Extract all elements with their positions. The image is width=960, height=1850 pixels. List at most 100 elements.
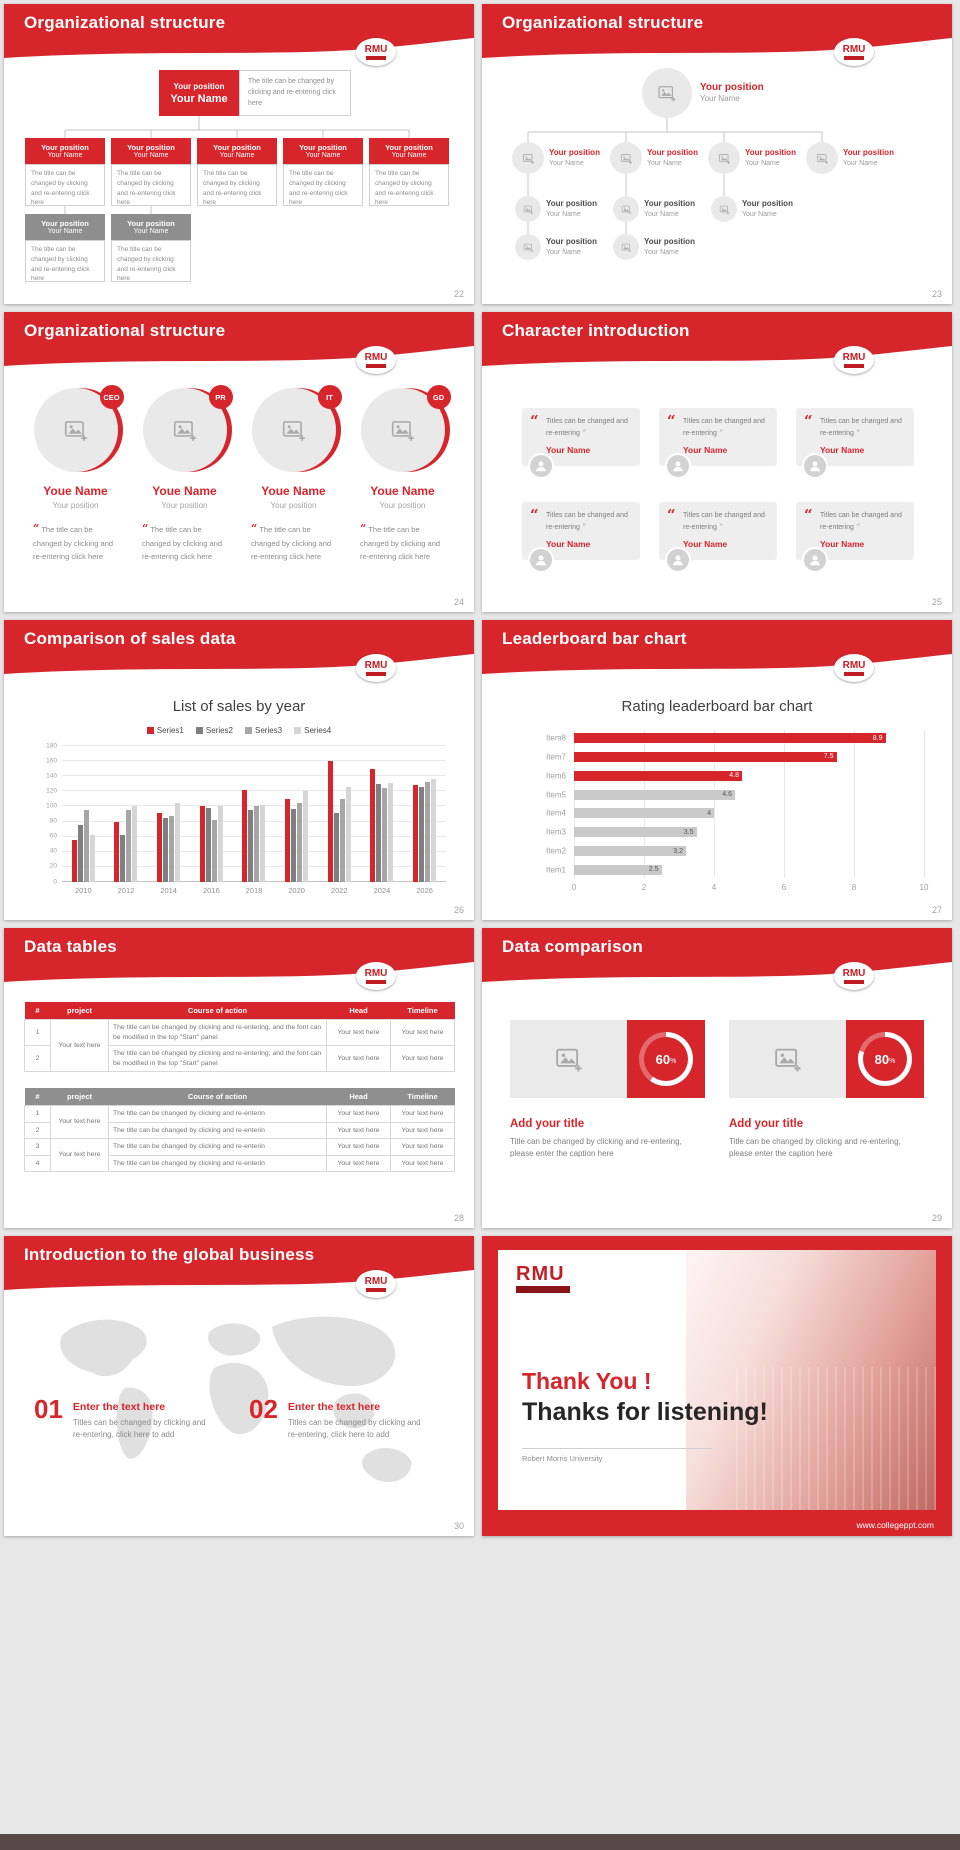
rmu-logo-ribbon	[844, 363, 864, 368]
x-tick-label: 2026	[416, 886, 433, 895]
org-node: Your position Your Name The title can be…	[111, 138, 191, 206]
card-name: Your Name	[546, 445, 591, 455]
bar-2020-Series3	[297, 802, 303, 882]
rating-chart: Item8 8.9 Item7 7.5 Item6 4.8 Item5 4.6 Item4 4 It…	[546, 730, 925, 878]
avatar	[528, 453, 554, 479]
rmu-logo-text: RMU	[842, 967, 866, 979]
slide-25[interactable]: Character introduction RMU “ Titles can …	[482, 312, 952, 612]
rating-row: Item5 4.6	[546, 789, 924, 800]
col-action: Course of action	[108, 1002, 327, 1020]
character-card: “ Titles can be changed and re-entering …	[796, 502, 914, 573]
card-name: Your Name	[683, 445, 728, 455]
comparison-card: 60%	[510, 1020, 705, 1098]
person-icon	[536, 461, 546, 472]
slide-28[interactable]: Data tables RMU # project Course of acti…	[4, 928, 474, 1228]
gridline	[62, 865, 446, 867]
position-label: Your position	[700, 81, 764, 93]
image-placeholder-icon	[621, 205, 631, 214]
rmu-logo-text: RMU	[842, 351, 866, 363]
page-number: 30	[453, 1521, 464, 1531]
campus-photo	[686, 1250, 936, 1510]
business-item: 02 Enter the text here Titles can be cha…	[249, 1396, 454, 1442]
card-caption: Title can be changed by clicking and re-…	[510, 1137, 682, 1158]
slide-22[interactable]: Organizational structure RMU Your positi…	[4, 4, 474, 304]
slide-27[interactable]: Leaderboard bar chart RMU Rating leaderb…	[482, 620, 952, 920]
card-text: Titles can be changed and re-entering ”	[546, 511, 632, 533]
profile-card: PR Youe Name Your position “The title ca…	[137, 385, 233, 563]
cell-head: Your text here	[326, 1105, 391, 1123]
node-labels: Your position Your Name	[549, 148, 600, 168]
profile-card: IT Youe Name Your position “The title ca…	[246, 385, 342, 563]
avatar-placeholder	[610, 142, 642, 174]
x-tick-label: 2018	[245, 886, 263, 895]
position-label: Your position	[41, 143, 89, 152]
slide-30[interactable]: Introduction to the global business RMU …	[4, 1236, 474, 1536]
rating-rows: Item8 8.9 Item7 7.5 Item6 4.8 Item5 4.6 Item4 4 It…	[546, 730, 924, 878]
name-label: Your Name	[546, 210, 581, 218]
y-tick-label: 40	[49, 847, 57, 855]
cell-project: Your text here	[50, 1104, 109, 1140]
header-wave	[482, 928, 952, 982]
org-node-desc: The title can be changed by clicking and…	[25, 164, 105, 206]
bar-group-2020	[285, 746, 309, 882]
rmu-logo-badge: RMU	[834, 38, 874, 66]
category-label: Item1	[545, 865, 566, 875]
comparison-cards: 60% Add your title Title can be changed …	[510, 1020, 924, 1160]
card-name: Your Name	[683, 539, 728, 549]
node-labels: Your position Your Name	[843, 148, 894, 168]
chart-title: Rating leaderboard bar chart	[621, 698, 813, 715]
slide-thank-you[interactable]: RMU Thank You ! Thanks for listening! Ro…	[482, 1236, 952, 1536]
x-tick-label: 2022	[330, 886, 348, 895]
slide-24[interactable]: Organizational structure RMU CEO Youe Na…	[4, 312, 474, 612]
sales-plot	[62, 746, 446, 882]
x-tick-label: 8	[851, 883, 857, 892]
rmu-logo-badge: RMU	[834, 962, 874, 990]
bar-2012-Series2	[120, 835, 126, 882]
legend-label: Series4	[304, 726, 332, 735]
y-tick-label: 180	[46, 741, 57, 749]
org-node-box: Your position Your Name	[197, 138, 277, 164]
bar-group-2024	[370, 746, 394, 882]
rating-row: Item3 3.5	[546, 827, 924, 838]
org-level-4: Your position Your Name Your position Yo…	[515, 234, 711, 260]
image-placeholder-icon	[774, 1048, 800, 1072]
x-tick-label: 2012	[117, 886, 135, 895]
cell-timeline: Your text here	[390, 1154, 455, 1173]
card-caption: Title can be changed by clicking and re-…	[729, 1137, 901, 1158]
bar-2012-Series1	[114, 821, 120, 882]
image-placeholder-icon	[620, 153, 632, 164]
card-text: Titles can be changed and re-entering ”	[683, 511, 769, 533]
profile-position: Your position	[379, 501, 426, 510]
bar-group-2016	[199, 746, 223, 882]
image-placeholder-icon	[522, 153, 534, 164]
name-label: Your Name	[133, 152, 169, 159]
donut-ring: 60%	[639, 1032, 693, 1086]
slide-29[interactable]: Data comparison RMU 60%	[482, 928, 952, 1228]
org-node: Your position Your Name	[515, 234, 613, 260]
quote-text: Titles can be changed and re-entering	[820, 418, 902, 437]
legend-item: Series4	[294, 726, 331, 735]
item-number: 01	[34, 1394, 63, 1424]
image-placeholder-icon	[523, 243, 533, 252]
header-wave	[482, 620, 952, 674]
percent-value: 60	[655, 1051, 671, 1067]
legend-item: Series3	[245, 726, 282, 735]
quote-text: Titles can be changed and re-entering	[683, 418, 765, 437]
legend-item: Series2	[195, 726, 233, 735]
open-quote-icon: “	[667, 412, 676, 430]
node-labels: Your position Your Name	[647, 148, 698, 168]
donut-center: 60%	[644, 1037, 688, 1081]
org-node-box: Your position Your Name	[369, 138, 449, 164]
rmu-logo-text: RMU	[364, 659, 388, 671]
bar-2022-Series4	[345, 786, 351, 882]
slide-title: Introduction to the global business	[24, 1245, 315, 1264]
slide-26[interactable]: Comparison of sales data RMU List of sal…	[4, 620, 474, 920]
slide-23[interactable]: Organizational structure RMU Your positi…	[482, 4, 952, 304]
position-label: Your position	[546, 236, 597, 246]
bar-2010-Series3	[83, 810, 89, 882]
cell-num: 4	[24, 1154, 51, 1173]
position-label: Your position	[745, 147, 796, 157]
profile-position: Your position	[52, 501, 99, 510]
org-node: Your position Your Name	[515, 196, 613, 222]
page-number: 25	[931, 597, 942, 607]
